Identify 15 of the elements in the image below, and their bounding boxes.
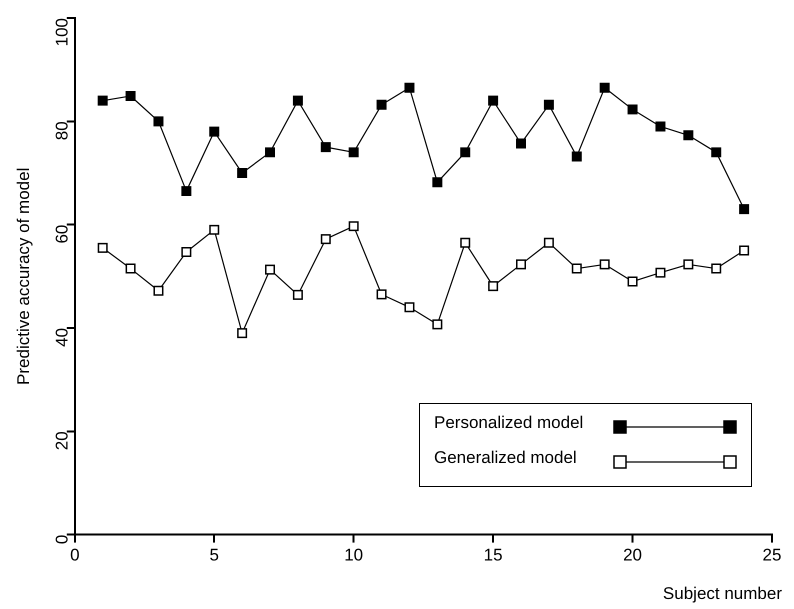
legend-label: Generalized model: [434, 448, 578, 468]
x-tick-label: 25: [762, 545, 782, 564]
x-tick-label: 20: [623, 545, 642, 564]
legend-label: Personalized model: [434, 413, 584, 434]
y-tick-label: 100: [52, 18, 72, 46]
x-tick-label: 5: [210, 545, 219, 564]
y-tick-label: 60: [52, 224, 72, 244]
y-tick-label: 40: [52, 328, 72, 347]
y-tick-label: 0: [52, 534, 72, 544]
x-tick-label: 15: [484, 545, 503, 564]
x-tick-label: 10: [344, 545, 364, 564]
y-axis-title: Predictive accuracy of model: [14, 168, 33, 385]
y-tick-label: 20: [52, 431, 72, 450]
y-tick-label: 80: [52, 121, 72, 140]
x-axis-title: Subject number: [662, 584, 782, 604]
